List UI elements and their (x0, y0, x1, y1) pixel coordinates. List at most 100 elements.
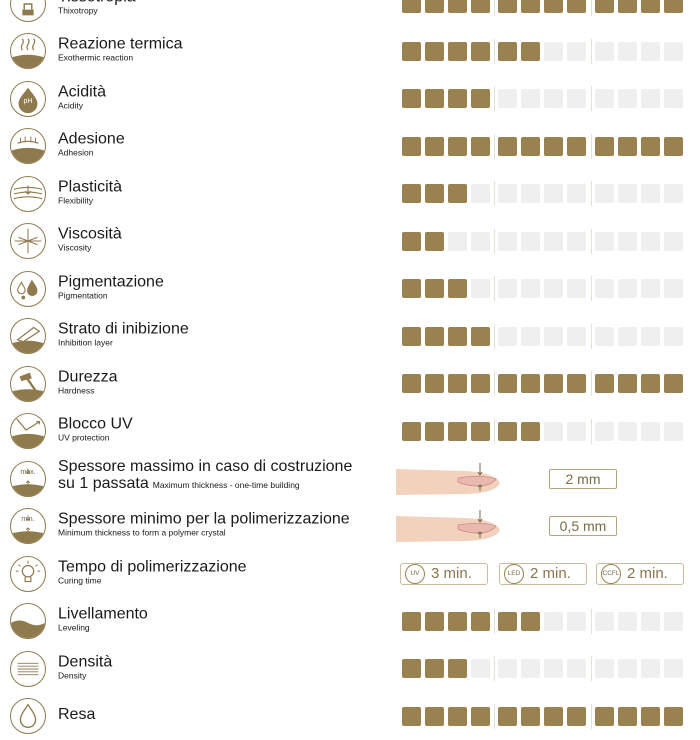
property-title-text: Resa (58, 706, 96, 724)
flexibility-icon (10, 175, 46, 212)
rating-square-empty (641, 659, 660, 678)
scale-divider (494, 0, 495, 16)
rating-square-filled (521, 136, 540, 156)
property-titles: Durezza Hardness (58, 368, 118, 395)
property-title-text: Livellamento (58, 605, 148, 623)
rating-scale (402, 276, 700, 301)
property-row: Plasticità Flexibility (0, 170, 700, 217)
property-titles: Spessore massimo in caso di costruzione s… (58, 458, 352, 494)
property-subtitle: Adhesion (58, 147, 94, 158)
rating-square-filled (448, 706, 467, 726)
rating-square-filled (664, 374, 683, 393)
rating-square-filled (471, 136, 490, 156)
rating-square-empty (567, 326, 586, 346)
rating-square-empty (471, 659, 490, 678)
rating-square-filled (595, 0, 614, 13)
rating-square-empty (498, 279, 517, 298)
rating-square-filled (448, 136, 467, 156)
scale-divider (494, 181, 495, 206)
scale-divider (494, 371, 495, 396)
rating-square-filled (425, 136, 444, 156)
property-titles: Resa (58, 706, 95, 723)
rating-square-empty (521, 659, 540, 678)
rating-square-filled (471, 0, 490, 13)
rating-square-filled (618, 706, 637, 726)
property-subtitle: Pigmentation (58, 289, 108, 300)
rating-square-empty (641, 89, 660, 108)
rating-square-filled (521, 611, 540, 631)
rating-square-empty (544, 279, 563, 298)
rating-square-filled (567, 0, 586, 13)
rating-square-empty (567, 421, 586, 441)
ph-drop-icon: pH (10, 80, 46, 117)
rating-square-filled (471, 421, 490, 441)
rating-scale (402, 703, 700, 729)
rating-scale (402, 181, 700, 206)
property-row: Strato di inibizione Inhibition layer (0, 313, 700, 360)
property-subtitle: Maximum thickness - one-time building (152, 479, 300, 490)
rating-square-empty (544, 231, 563, 251)
rating-square-empty (595, 279, 614, 298)
property-row: Densità Density (0, 645, 700, 692)
rating-scale (402, 418, 700, 444)
rating-square-empty (521, 326, 540, 346)
property-row: Durezza Hardness (0, 360, 700, 407)
rating-square-filled (664, 706, 683, 726)
lamp-type-badge: UV (405, 563, 425, 584)
rating-square-filled (402, 611, 421, 631)
rating-square-empty (498, 89, 517, 108)
property-title: Densità (58, 653, 112, 670)
scale-divider (494, 656, 495, 681)
icon-label: min. (21, 516, 35, 523)
rating-square-empty (567, 279, 586, 298)
curing-time-value: 2 min. (627, 564, 668, 582)
scale-divider (591, 38, 592, 64)
property-row: Adesione Adhesion (0, 123, 700, 170)
rating-square-filled (498, 706, 517, 726)
property-title: Spessore minimo per la polimerizzazione (58, 510, 350, 527)
rating-square-empty (567, 89, 586, 108)
rating-square-filled (402, 659, 421, 678)
property-title-text: Reazione termica (58, 35, 183, 53)
property-titles: Pigmentazione Pigmentation (58, 273, 164, 300)
curing-time-value: 2 min. (530, 564, 571, 582)
rating-square-empty (521, 89, 540, 108)
property-title: Reazione termica (58, 35, 183, 52)
scale-divider (591, 323, 592, 349)
rating-square-empty (618, 184, 637, 203)
rating-square-empty (618, 279, 637, 298)
scale-divider (494, 608, 495, 634)
rating-square-empty (641, 326, 660, 346)
rating-square-empty (618, 326, 637, 346)
rating-square-empty (595, 326, 614, 346)
inhibition-layer-icon (10, 318, 46, 354)
rating-square-empty (498, 326, 517, 346)
heat-waves-icon (10, 33, 46, 69)
rating-square-empty (567, 184, 586, 203)
rating-square-filled (425, 611, 444, 631)
rating-square-filled (425, 374, 444, 393)
rating-square-empty (498, 184, 517, 203)
property-row: TissotropiaThixotropy (0, 0, 700, 27)
rating-square-filled (402, 706, 421, 726)
property-subtitle: Viscosity (58, 242, 92, 253)
property-subtitle: Density (58, 669, 87, 680)
rating-square-filled (448, 0, 467, 13)
rating-square-filled (521, 0, 540, 13)
rating-square-empty (567, 41, 586, 61)
rating-square-empty (567, 659, 586, 678)
scale-divider (591, 276, 592, 301)
property-titles: Livellamento Leveling (58, 605, 148, 632)
rating-square-empty (595, 184, 614, 203)
icon-label: max. (20, 468, 36, 476)
rating-square-empty (595, 659, 614, 678)
rating-square-filled (471, 611, 490, 631)
property-titles: Reazione termica Exothermic reaction (58, 35, 183, 62)
rating-square-empty (521, 279, 540, 298)
property-titles: Tempo di polimerizzazione Curing time (58, 558, 247, 585)
rating-square-empty (544, 659, 563, 678)
rating-square-filled (448, 421, 467, 441)
property-titles: Strato di inibizione Inhibition layer (58, 320, 189, 347)
rating-square-empty (618, 421, 637, 441)
scale-divider (591, 0, 592, 16)
